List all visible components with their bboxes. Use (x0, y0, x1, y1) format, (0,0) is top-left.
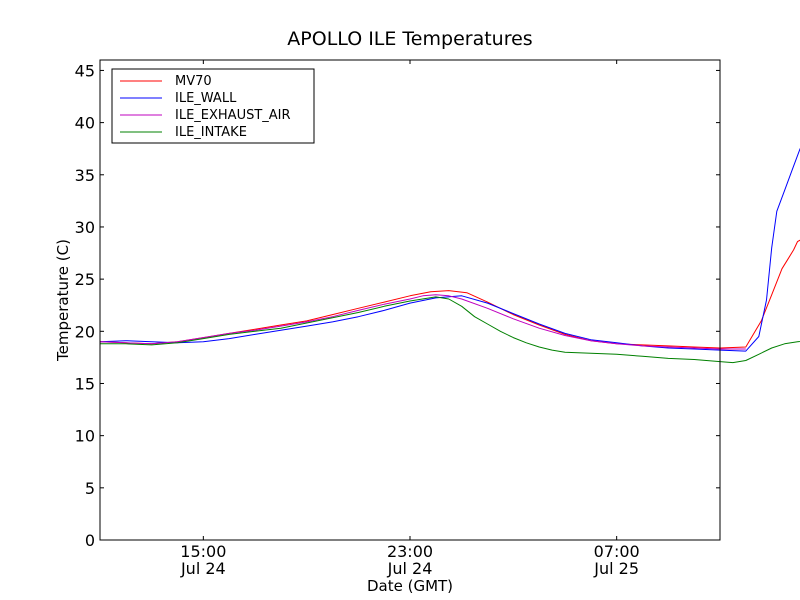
legend-label-ile-intake: ILE_INTAKE (175, 125, 247, 140)
series-line-ile-intake (100, 296, 800, 364)
series-line-ile-exhaust-air (99, 294, 746, 350)
y-tick-label: 20 (75, 322, 95, 341)
y-tick-label: 10 (75, 427, 95, 446)
legend-label-ile-exhaust-air: ILE_EXHAUST_AIR (175, 108, 291, 123)
x-tick-label-date: Jul 24 (387, 559, 433, 578)
x-tick-label-time: 07:00 (594, 542, 640, 561)
y-tick-label: 35 (75, 166, 95, 185)
y-tick-label: 40 (75, 114, 95, 133)
y-axis-label: Temperature (C) (54, 239, 72, 362)
y-tick-label: 5 (85, 479, 95, 498)
y-tick-label: 15 (75, 374, 95, 393)
x-tick-label-time: 15:00 (180, 542, 226, 561)
y-tick-label: 0 (85, 531, 95, 550)
legend-entries: MV70 ILE_WALL ILE_EXHAUST_AIR ILE_INTAKE (120, 74, 291, 140)
x-tick-label-date: Jul 24 (180, 559, 226, 578)
x-tick-label-date: Jul 25 (593, 559, 639, 578)
y-tick-label: 25 (75, 270, 95, 289)
y-tick-label: 45 (75, 61, 95, 80)
x-tick-label-time: 23:00 (387, 542, 433, 561)
plot-frame (99, 59, 721, 541)
series-line-ile-wall (99, 148, 800, 352)
chart-title: APOLLO ILE Temperatures (287, 28, 532, 50)
y-tick-label: 30 (75, 218, 95, 237)
legend-label-ile-wall: ILE_WALL (175, 91, 237, 106)
legend-label-mv70: MV70 (175, 74, 212, 89)
x-axis-label: Date (GMT) (367, 577, 453, 595)
legend: MV70 ILE_WALL ILE_EXHAUST_AIR ILE_INTAKE (111, 68, 315, 144)
